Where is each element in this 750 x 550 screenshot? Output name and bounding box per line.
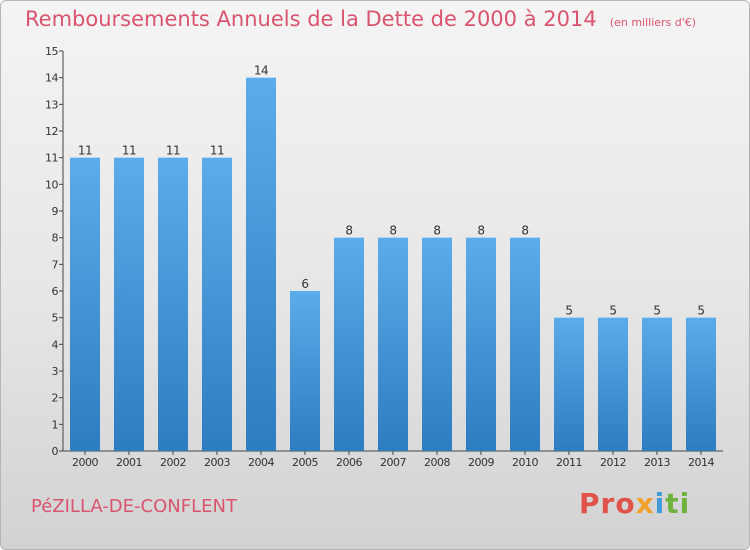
bar (290, 291, 320, 451)
bar (642, 317, 672, 451)
data-label: 8 (433, 224, 440, 238)
data-label: 11 (210, 144, 224, 158)
x-tick-label: 2004 (248, 456, 274, 469)
data-label: 8 (521, 224, 528, 238)
chart-title-unit: (en milliers d'€) (609, 16, 697, 29)
data-label: 14 (254, 64, 268, 78)
x-tick-label: 2011 (556, 456, 582, 469)
bar (378, 237, 408, 451)
bar (246, 77, 276, 452)
data-label: 6 (301, 277, 308, 291)
y-tick-label: 15 (45, 45, 58, 58)
x-tick-label: 2005 (292, 456, 318, 469)
logo-part-3: i (654, 487, 666, 520)
y-tick-label: 9 (52, 205, 59, 218)
x-tick-label: 2000 (72, 456, 98, 469)
data-label: 5 (697, 304, 704, 318)
chart-bars (70, 77, 716, 452)
bar (202, 157, 232, 451)
logo-part-4: ti (665, 487, 691, 520)
bar (158, 157, 188, 451)
y-tick-label: 13 (45, 98, 58, 111)
logo-part-2: x (635, 487, 655, 520)
data-label: 11 (78, 144, 92, 158)
y-tick-label: 0 (52, 445, 59, 458)
bar (334, 237, 364, 451)
x-tick-label: 2008 (424, 456, 450, 469)
commune-name: PéZILLA-DE-CONFLENT (31, 496, 237, 517)
y-tick-label: 3 (52, 365, 59, 378)
x-tick-label: 2002 (160, 456, 186, 469)
x-tick-label: 2009 (468, 456, 494, 469)
chart-title-main: Remboursements Annuels de la Dette de 20… (25, 7, 597, 31)
x-tick-label: 2001 (116, 456, 142, 469)
y-tick-label: 14 (45, 72, 58, 85)
data-label: 5 (653, 304, 660, 318)
bar (70, 157, 100, 451)
data-label: 5 (565, 304, 572, 318)
data-label: 8 (345, 224, 352, 238)
bar (466, 237, 496, 451)
x-tick-label: 2014 (688, 456, 714, 469)
x-tick-label: 2007 (380, 456, 406, 469)
data-label: 5 (609, 304, 616, 318)
bar (686, 317, 716, 451)
y-tick-label: 5 (52, 312, 59, 325)
chart-title: Remboursements Annuels de la Dette de 20… (25, 7, 696, 31)
data-label: 11 (166, 144, 180, 158)
data-label: 11 (122, 144, 136, 158)
logo-part-1: Pro (579, 487, 636, 520)
data-label: 8 (389, 224, 396, 238)
data-label: 8 (477, 224, 484, 238)
bar (510, 237, 540, 451)
y-tick-label: 8 (52, 232, 59, 245)
y-tick-label: 1 (52, 418, 59, 431)
chart-data-labels: 11 11 11 11 14 6 8 8 8 8 8 5 5 5 5 (78, 64, 705, 318)
bar (554, 317, 584, 451)
x-tick-label: 2006 (336, 456, 362, 469)
proxiti-logo: Proxiti (579, 487, 690, 520)
y-tick-label: 6 (52, 285, 59, 298)
y-tick-label: 4 (52, 338, 59, 351)
bar (114, 157, 144, 451)
y-tick-label: 12 (45, 125, 58, 138)
y-tick-label: 10 (45, 178, 58, 191)
y-tick-label: 11 (45, 152, 58, 165)
y-tick-label: 2 (52, 392, 59, 405)
bar (422, 237, 452, 451)
x-tick-label: 2013 (644, 456, 670, 469)
x-tick-label: 2012 (600, 456, 626, 469)
x-tick-label: 2003 (204, 456, 230, 469)
bar (598, 317, 628, 451)
x-tick-label: 2010 (512, 456, 538, 469)
y-tick-label: 7 (52, 258, 59, 271)
